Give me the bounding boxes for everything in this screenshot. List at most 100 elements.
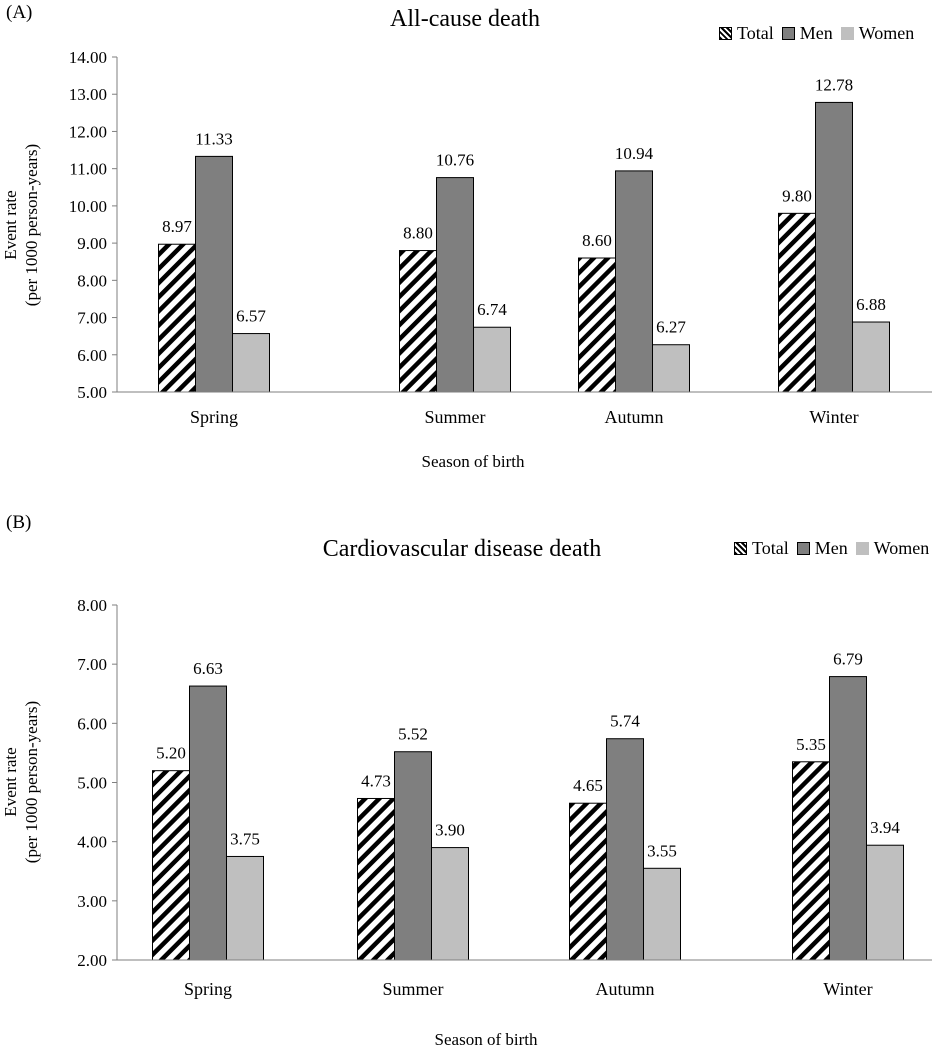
data-label-total-spring: 5.20 — [156, 744, 186, 763]
legend-item-total: Total — [734, 538, 789, 559]
bar-total-spring — [152, 770, 190, 961]
x-axis-label: Season of birth — [421, 452, 525, 471]
y-tick-label: 6.00 — [77, 714, 107, 733]
bar-total-winter — [778, 212, 816, 393]
y-tick-label: 8.00 — [77, 596, 107, 615]
bar-chart-plot: 5.00 6.00 7.00 8.00 9.00 10.00 11.00 12.00 13.00… — [69, 48, 932, 427]
x-tick-label-winter: Winter — [823, 979, 872, 999]
legend-swatch-total — [734, 542, 747, 555]
bar-total-summer — [399, 250, 437, 393]
bar-women-summer — [473, 326, 511, 393]
data-label-women-summer: 3.90 — [435, 821, 465, 840]
bar-women-summer — [431, 847, 469, 961]
legend-item-total: Total — [719, 23, 774, 44]
y-tick-label: 14.00 — [69, 48, 107, 67]
data-label-women-spring: 3.75 — [230, 829, 260, 848]
x-tick-label-autumn: Autumn — [604, 407, 663, 427]
legend-swatch-women — [840, 27, 854, 40]
bar-men-winter — [815, 101, 853, 393]
y-tick-label: 6.00 — [77, 346, 107, 365]
y-tick-label: 4.00 — [77, 833, 107, 852]
x-tick-label-spring: Spring — [184, 979, 232, 999]
legend-swatch-men — [796, 542, 810, 555]
data-label-total-autumn: 4.65 — [573, 776, 603, 795]
legend-label-men: Men — [814, 538, 848, 558]
x-tick-label-autumn: Autumn — [595, 979, 654, 999]
x-tick-label-summer: Summer — [383, 979, 444, 999]
y-tick-label: 9.00 — [77, 234, 107, 253]
bar-total-spring — [158, 243, 196, 393]
bar-total-summer — [357, 797, 395, 961]
bar-men-spring — [195, 155, 233, 393]
data-label-men-summer: 5.52 — [398, 725, 428, 744]
y-tick-label: 5.00 — [77, 774, 107, 793]
bar-men-autumn — [606, 738, 644, 961]
legend-label-men: Men — [799, 23, 833, 43]
data-label-total-winter: 5.35 — [796, 735, 826, 754]
chart-title: Cardiovascular disease death — [322, 536, 602, 562]
data-label-women-autumn: 3.55 — [647, 841, 677, 860]
legend-item-women: Women — [840, 23, 915, 44]
y-tick-label: 5.00 — [77, 383, 107, 402]
y-tick-label: 3.00 — [77, 892, 107, 911]
legend-label-women: Women — [858, 23, 915, 43]
y-tick-label: 7.00 — [77, 655, 107, 674]
data-label-men-winter: 12.78 — [815, 75, 853, 94]
data-label-total-winter: 9.80 — [782, 186, 812, 205]
legend-swatch-men — [781, 27, 795, 40]
chart-legend: Total Men Women — [734, 538, 937, 559]
bar-women-autumn — [643, 867, 681, 961]
y-tick-label: 13.00 — [69, 85, 107, 104]
legend-item-men: Men — [796, 538, 848, 559]
legend-swatch-total — [719, 27, 732, 40]
panel-label: (B) — [6, 512, 32, 533]
data-label-men-autumn: 10.94 — [615, 144, 654, 163]
panel-label: (A) — [6, 2, 33, 23]
bar-men-spring — [189, 685, 227, 961]
bar-total-winter — [792, 761, 830, 961]
bar-men-winter — [829, 676, 867, 961]
chart-panel-a: (A) All-cause death Total Men Women Even… — [0, 0, 950, 500]
bar-women-spring — [232, 333, 270, 393]
x-tick-label-winter: Winter — [809, 407, 858, 427]
chart-title: All-cause death — [390, 6, 540, 32]
y-tick-label: 8.00 — [77, 271, 107, 290]
y-tick-label: 12.00 — [69, 122, 107, 141]
bar-women-autumn — [652, 344, 690, 393]
data-label-total-autumn: 8.60 — [582, 231, 612, 250]
bar-total-autumn — [578, 257, 616, 393]
bar-men-summer — [394, 751, 432, 961]
x-tick-label-summer: Summer — [425, 407, 486, 427]
chart-legend: Total Men Women — [719, 23, 922, 44]
y-tick-label: 2.00 — [77, 951, 107, 970]
data-label-men-winter: 6.79 — [833, 650, 863, 669]
x-axis-label: Season of birth — [434, 1030, 538, 1049]
data-label-women-spring: 6.57 — [236, 307, 266, 326]
data-label-women-winter: 6.88 — [856, 295, 886, 314]
bar-men-summer — [436, 177, 474, 393]
data-label-women-autumn: 6.27 — [656, 318, 686, 337]
bar-men-autumn — [615, 170, 653, 393]
legend-item-women: Women — [855, 538, 930, 559]
data-label-total-summer: 8.80 — [403, 224, 433, 243]
data-label-women-winter: 3.94 — [870, 818, 900, 837]
bar-women-spring — [226, 855, 264, 961]
data-label-men-spring: 6.63 — [193, 659, 223, 678]
data-label-total-summer: 4.73 — [361, 771, 391, 790]
chart-panel-b: (B) Cardiovascular disease death Total M… — [0, 510, 950, 1054]
bar-women-winter — [852, 321, 890, 393]
data-label-total-spring: 8.97 — [162, 217, 192, 236]
legend-swatch-women — [855, 542, 869, 555]
y-tick-label: 11.00 — [69, 160, 107, 179]
y-tick-label: 7.00 — [77, 309, 107, 328]
bar-total-autumn — [569, 802, 607, 961]
x-tick-label-spring: Spring — [190, 407, 238, 427]
data-label-men-spring: 11.33 — [195, 129, 233, 148]
legend-label-women: Women — [873, 538, 930, 558]
bar-chart-plot: 2.00 3.00 4.00 5.00 6.00 7.00 8.00 5.20 6.63 3.75… — [77, 596, 932, 999]
legend-label-total: Total — [752, 538, 789, 558]
data-label-women-summer: 6.74 — [477, 300, 507, 319]
bar-women-winter — [866, 844, 904, 961]
data-label-men-autumn: 5.74 — [610, 712, 640, 731]
legend-item-men: Men — [781, 23, 833, 44]
